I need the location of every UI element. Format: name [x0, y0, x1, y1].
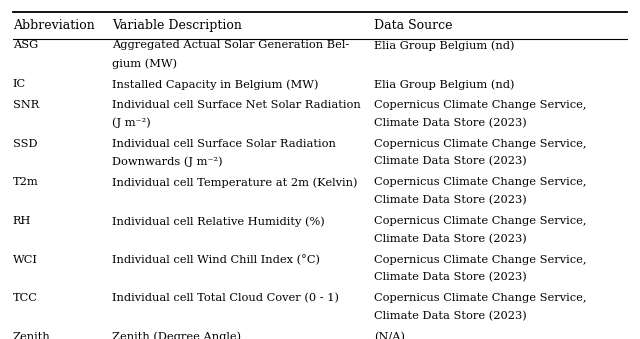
Text: Abbreviation: Abbreviation [13, 19, 95, 32]
Text: Aggregated Actual Solar Generation Bel-: Aggregated Actual Solar Generation Bel- [112, 40, 349, 50]
Text: Climate Data Store (2023): Climate Data Store (2023) [374, 234, 527, 244]
Text: Individual cell Total Cloud Cover (0 - 1): Individual cell Total Cloud Cover (0 - 1… [112, 293, 339, 303]
Text: Variable Description: Variable Description [112, 19, 242, 32]
Text: gium (MW): gium (MW) [112, 58, 177, 68]
Text: Copernicus Climate Change Service,: Copernicus Climate Change Service, [374, 216, 587, 226]
Text: Climate Data Store (2023): Climate Data Store (2023) [374, 195, 527, 205]
Text: TCC: TCC [13, 293, 38, 303]
Text: Climate Data Store (2023): Climate Data Store (2023) [374, 118, 527, 128]
Text: Individual cell Surface Net Solar Radiation: Individual cell Surface Net Solar Radiat… [112, 100, 361, 110]
Text: Individual cell Surface Solar Radiation: Individual cell Surface Solar Radiation [112, 139, 336, 148]
Text: Individual cell Temperature at 2m (Kelvin): Individual cell Temperature at 2m (Kelvi… [112, 177, 358, 188]
Text: Copernicus Climate Change Service,: Copernicus Climate Change Service, [374, 177, 587, 187]
Text: Copernicus Climate Change Service,: Copernicus Climate Change Service, [374, 255, 587, 264]
Text: SSD: SSD [13, 139, 37, 148]
Text: Elia Group Belgium (nd): Elia Group Belgium (nd) [374, 79, 515, 89]
Text: Climate Data Store (2023): Climate Data Store (2023) [374, 311, 527, 321]
Text: Zenith: Zenith [13, 332, 51, 339]
Text: RH: RH [13, 216, 31, 226]
Text: SNR: SNR [13, 100, 39, 110]
Text: Installed Capacity in Belgium (MW): Installed Capacity in Belgium (MW) [112, 79, 319, 89]
Text: IC: IC [13, 79, 26, 89]
Text: (N/A): (N/A) [374, 332, 405, 339]
Text: Copernicus Climate Change Service,: Copernicus Climate Change Service, [374, 100, 587, 110]
Text: Copernicus Climate Change Service,: Copernicus Climate Change Service, [374, 139, 587, 148]
Text: Zenith (Degree Angle): Zenith (Degree Angle) [112, 332, 241, 339]
Text: Climate Data Store (2023): Climate Data Store (2023) [374, 156, 527, 166]
Text: (J m⁻²): (J m⁻²) [112, 118, 151, 128]
Text: Climate Data Store (2023): Climate Data Store (2023) [374, 272, 527, 282]
Text: Downwards (J m⁻²): Downwards (J m⁻²) [112, 156, 223, 167]
Text: Individual cell Wind Chill Index (°C): Individual cell Wind Chill Index (°C) [112, 255, 320, 265]
Text: ASG: ASG [13, 40, 38, 50]
Text: Elia Group Belgium (nd): Elia Group Belgium (nd) [374, 40, 515, 51]
Text: Data Source: Data Source [374, 19, 453, 32]
Text: Individual cell Relative Humidity (%): Individual cell Relative Humidity (%) [112, 216, 324, 226]
Text: WCI: WCI [13, 255, 38, 264]
Text: Copernicus Climate Change Service,: Copernicus Climate Change Service, [374, 293, 587, 303]
Text: T2m: T2m [13, 177, 38, 187]
